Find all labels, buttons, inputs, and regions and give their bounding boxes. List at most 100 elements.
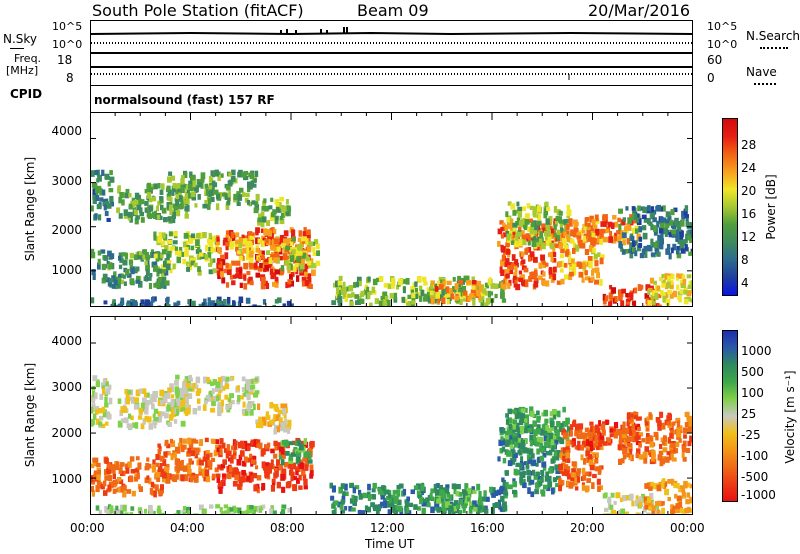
heatmap-cell (307, 260, 312, 266)
heatmap-cell (682, 427, 688, 434)
heatmap-cell (429, 294, 433, 300)
heatmap-cell (626, 452, 631, 458)
heatmap-cell (452, 277, 456, 282)
heatmap-cell (233, 193, 238, 201)
heatmap-cell (617, 236, 621, 243)
heatmap-cell (566, 466, 571, 473)
heatmap-cell (188, 192, 193, 199)
heatmap-cell (210, 247, 216, 253)
heatmap-cell (303, 266, 308, 272)
heatmap-cell (656, 285, 661, 291)
heatmap-cell (652, 508, 658, 515)
velocity-cbar-tick: 25 (741, 407, 757, 421)
freq-unit: [MHz] (6, 64, 39, 77)
heatmap-cell (629, 295, 634, 301)
heatmap-cell (388, 497, 393, 504)
heatmap-cell (160, 204, 164, 211)
heatmap-cell (283, 426, 287, 433)
heatmap-cell (152, 413, 156, 418)
heatmap-cell (577, 476, 580, 483)
heatmap-cell (269, 419, 275, 425)
heatmap-cell (308, 284, 313, 289)
heatmap-cell (448, 505, 454, 511)
heatmap-cell (104, 210, 109, 217)
heatmap-cell (224, 252, 229, 260)
heatmap-cell (301, 276, 307, 282)
heatmap-cell (545, 280, 550, 287)
heatmap-cell (627, 226, 632, 231)
heatmap-cell (204, 200, 208, 205)
heatmap-cell (391, 277, 395, 284)
heatmap-cell (300, 259, 305, 265)
heatmap-cell (681, 274, 686, 279)
heatmap-cell (254, 204, 260, 211)
heatmap-cell (157, 268, 162, 274)
heatmap-cell (216, 193, 221, 200)
heatmap-cell (631, 240, 636, 247)
heatmap-cell (576, 232, 582, 237)
heatmap-cell (540, 430, 545, 436)
heatmap-cell (630, 454, 634, 462)
heatmap-cell (689, 435, 693, 442)
heatmap-cell (243, 440, 248, 447)
heatmap-cell (201, 302, 205, 309)
heatmap-cell (632, 213, 636, 218)
heatmap-cell (210, 381, 214, 386)
heatmap-cell (681, 210, 685, 217)
heatmap-cell (592, 236, 596, 243)
heatmap-cell (272, 209, 277, 215)
heatmap-cell (144, 207, 149, 213)
heatmap-cell (112, 276, 118, 283)
heatmap-cell (110, 466, 116, 474)
heatmap-cell (153, 267, 158, 272)
power-cbar-tick: 4 (741, 276, 749, 290)
heatmap-cell (103, 255, 108, 261)
heatmap-cell (257, 219, 262, 226)
heatmap-cell (206, 376, 210, 383)
heatmap-cell (456, 504, 461, 509)
heatmap-cell (179, 246, 183, 254)
heatmap-cell (516, 469, 521, 476)
heatmap-cell (629, 253, 634, 259)
heatmap-cell (560, 227, 564, 234)
heatmap-cell (668, 232, 672, 238)
heatmap-cell (269, 242, 274, 250)
heatmap-cell (684, 205, 689, 212)
heatmap-cell (587, 471, 592, 477)
heatmap-cell (548, 220, 553, 225)
heatmap-cell (676, 496, 681, 501)
heatmap-cell (236, 471, 241, 477)
heatmap-cell (499, 220, 504, 225)
heatmap-cell (459, 498, 464, 505)
heatmap-cell (303, 450, 308, 458)
heatmap-cell (530, 224, 535, 231)
heatmap-cell (621, 249, 626, 255)
heatmap-cell (153, 390, 159, 398)
heatmap-cell (110, 201, 114, 207)
heatmap-cell (591, 482, 595, 489)
heatmap-cell (500, 269, 505, 276)
heatmap-cell (270, 505, 274, 511)
heatmap-cell (611, 287, 616, 294)
heatmap-cell (172, 182, 176, 189)
heatmap-cell (466, 280, 471, 285)
heatmap-cell (518, 231, 522, 238)
heatmap-cell (257, 266, 263, 272)
heatmap-cell (661, 441, 666, 446)
heatmap-cell (285, 245, 291, 251)
heatmap-cell (528, 255, 532, 262)
heatmap-cell (603, 236, 609, 243)
heatmap-cell (308, 241, 314, 247)
heatmap-cell (241, 460, 247, 467)
heatmap-cell (261, 416, 267, 422)
heatmap-cell (108, 397, 113, 405)
heatmap-cell (226, 506, 231, 513)
heatmap-cell (107, 282, 112, 287)
heatmap-cell (396, 489, 401, 497)
heatmap-cell (675, 417, 680, 423)
heatmap-cell (441, 492, 447, 499)
heatmap-cell (309, 473, 314, 479)
heatmap-cell (207, 297, 211, 302)
heatmap-cell (353, 282, 357, 288)
heatmap-cell (153, 231, 157, 238)
